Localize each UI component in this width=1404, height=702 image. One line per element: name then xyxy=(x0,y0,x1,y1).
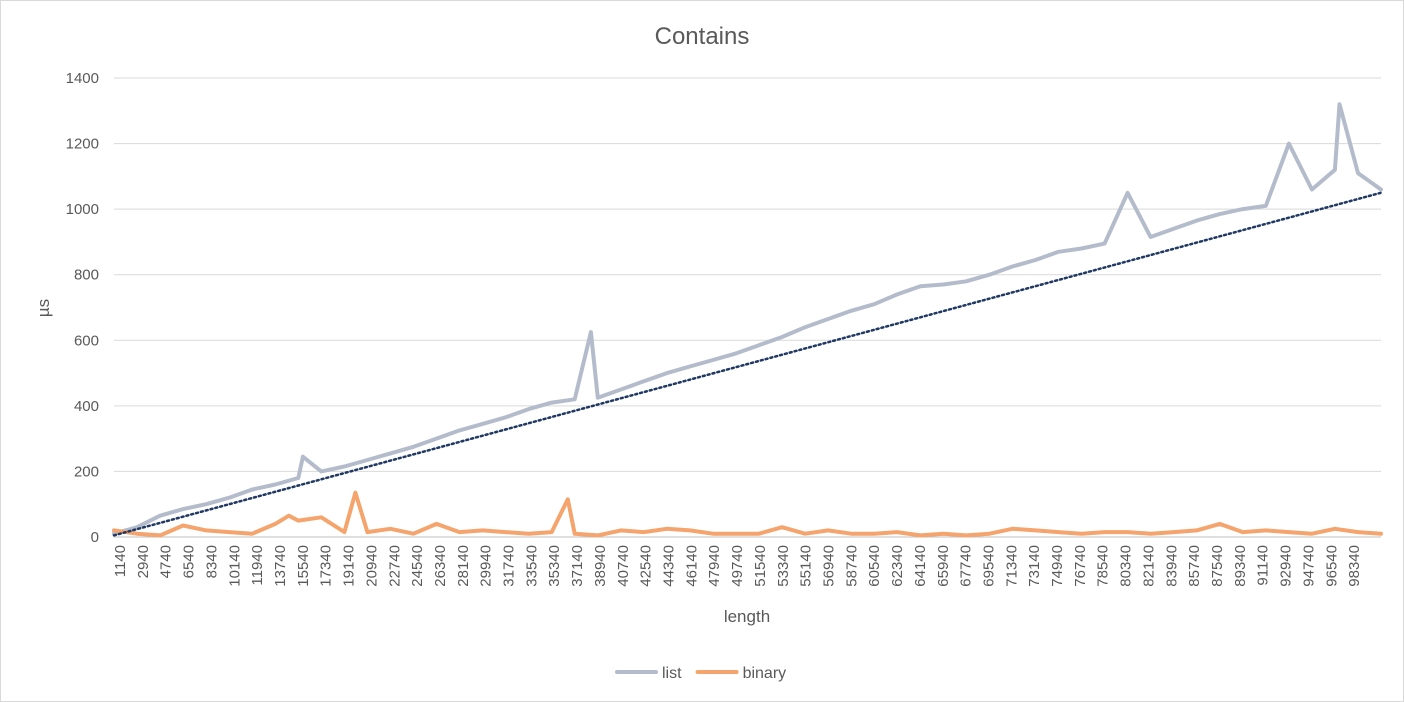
x-tick-label: 47940 xyxy=(706,545,723,587)
x-tick-label: 58740 xyxy=(843,545,860,587)
x-tick-label: 60540 xyxy=(866,545,883,587)
x-tick-label: 56940 xyxy=(820,545,837,587)
x-tick-label: 19140 xyxy=(341,545,358,587)
x-tick-label: 6540 xyxy=(181,545,198,578)
y-axis-ticks: 0 200 400 600 800 1000 1200 1400 xyxy=(66,70,99,546)
y-tick-label: 400 xyxy=(74,398,99,415)
x-tick-label: 71340 xyxy=(1003,545,1020,587)
x-tick-label: 96540 xyxy=(1323,545,1340,587)
x-axis-title: length xyxy=(724,607,770,626)
x-tick-label: 49740 xyxy=(729,545,746,587)
y-tick-label: 1000 xyxy=(66,201,99,218)
x-tick-label: 38940 xyxy=(592,545,609,587)
x-tick-label: 83940 xyxy=(1163,545,1180,587)
x-tick-label: 4740 xyxy=(158,545,175,578)
x-tick-label: 74940 xyxy=(1049,545,1066,587)
x-tick-label: 31740 xyxy=(501,545,518,587)
series-line-binary xyxy=(112,490,1383,538)
y-axis-title: µs xyxy=(34,299,53,317)
x-tick-label: 26340 xyxy=(432,545,449,587)
x-tick-label: 98340 xyxy=(1346,545,1363,587)
x-tick-label: 15540 xyxy=(295,545,312,587)
x-tick-label: 1140 xyxy=(112,545,129,577)
chart-title: Contains xyxy=(655,23,750,50)
series-lines xyxy=(112,102,1383,538)
x-tick-label: 76740 xyxy=(1072,545,1089,587)
x-tick-label: 53340 xyxy=(775,545,792,587)
x-tick-label: 94740 xyxy=(1300,545,1317,587)
x-tick-label: 92940 xyxy=(1278,545,1295,587)
x-tick-label: 85740 xyxy=(1186,545,1203,587)
x-tick-label: 24540 xyxy=(409,545,426,587)
x-tick-label: 22740 xyxy=(386,545,403,587)
x-tick-label: 37140 xyxy=(569,545,586,587)
x-tick-label: 10140 xyxy=(226,545,243,587)
x-tick-label: 73140 xyxy=(1026,545,1043,587)
y-tick-label: 600 xyxy=(74,332,99,349)
x-tick-label: 62340 xyxy=(889,545,906,587)
legend: list binary xyxy=(615,665,787,682)
x-tick-label: 55140 xyxy=(798,545,815,587)
x-tick-label: 78540 xyxy=(1095,545,1112,587)
legend-label-list: list xyxy=(662,665,682,682)
x-tick-label: 2940 xyxy=(135,545,152,578)
x-tick-label: 17340 xyxy=(318,545,335,587)
x-tick-label: 40740 xyxy=(615,545,632,587)
x-tick-label: 82140 xyxy=(1140,545,1157,587)
series-line-list xyxy=(112,102,1383,536)
trendline-list xyxy=(112,191,1383,537)
legend-label-binary: binary xyxy=(743,665,787,682)
x-tick-label: 44340 xyxy=(661,545,678,587)
x-tick-label: 67740 xyxy=(958,545,975,587)
trendline xyxy=(112,191,1383,537)
x-tick-label: 65940 xyxy=(935,545,952,587)
x-tick-label: 64140 xyxy=(912,545,929,587)
x-tick-label: 20940 xyxy=(363,545,380,587)
x-tick-label: 69540 xyxy=(980,545,997,587)
x-tick-label: 42540 xyxy=(638,545,655,587)
x-tick-label: 51540 xyxy=(752,545,769,587)
x-tick-label: 89340 xyxy=(1232,545,1249,587)
y-tick-label: 200 xyxy=(74,463,99,480)
x-tick-label: 8340 xyxy=(203,545,220,578)
x-tick-label: 46140 xyxy=(683,545,700,587)
x-axis-ticks: 1140 2940 4740 6540 8340 10140 11940 13740 15540… xyxy=(112,545,1363,587)
y-tick-label: 1400 xyxy=(66,70,99,87)
x-tick-label: 13740 xyxy=(272,545,289,587)
y-tick-label: 800 xyxy=(74,267,99,284)
x-tick-label: 33540 xyxy=(523,545,540,587)
x-tick-label: 29940 xyxy=(478,545,495,587)
x-tick-label: 35340 xyxy=(546,545,563,587)
x-tick-label: 91140 xyxy=(1255,545,1272,586)
y-tick-label: 0 xyxy=(91,529,99,546)
x-tick-label: 80340 xyxy=(1118,545,1135,587)
gridlines xyxy=(114,77,1381,538)
y-tick-label: 1200 xyxy=(66,136,99,153)
x-tick-label: 11940 xyxy=(249,545,266,586)
x-tick-label: 87540 xyxy=(1209,545,1226,587)
x-tick-label: 28140 xyxy=(455,545,472,587)
